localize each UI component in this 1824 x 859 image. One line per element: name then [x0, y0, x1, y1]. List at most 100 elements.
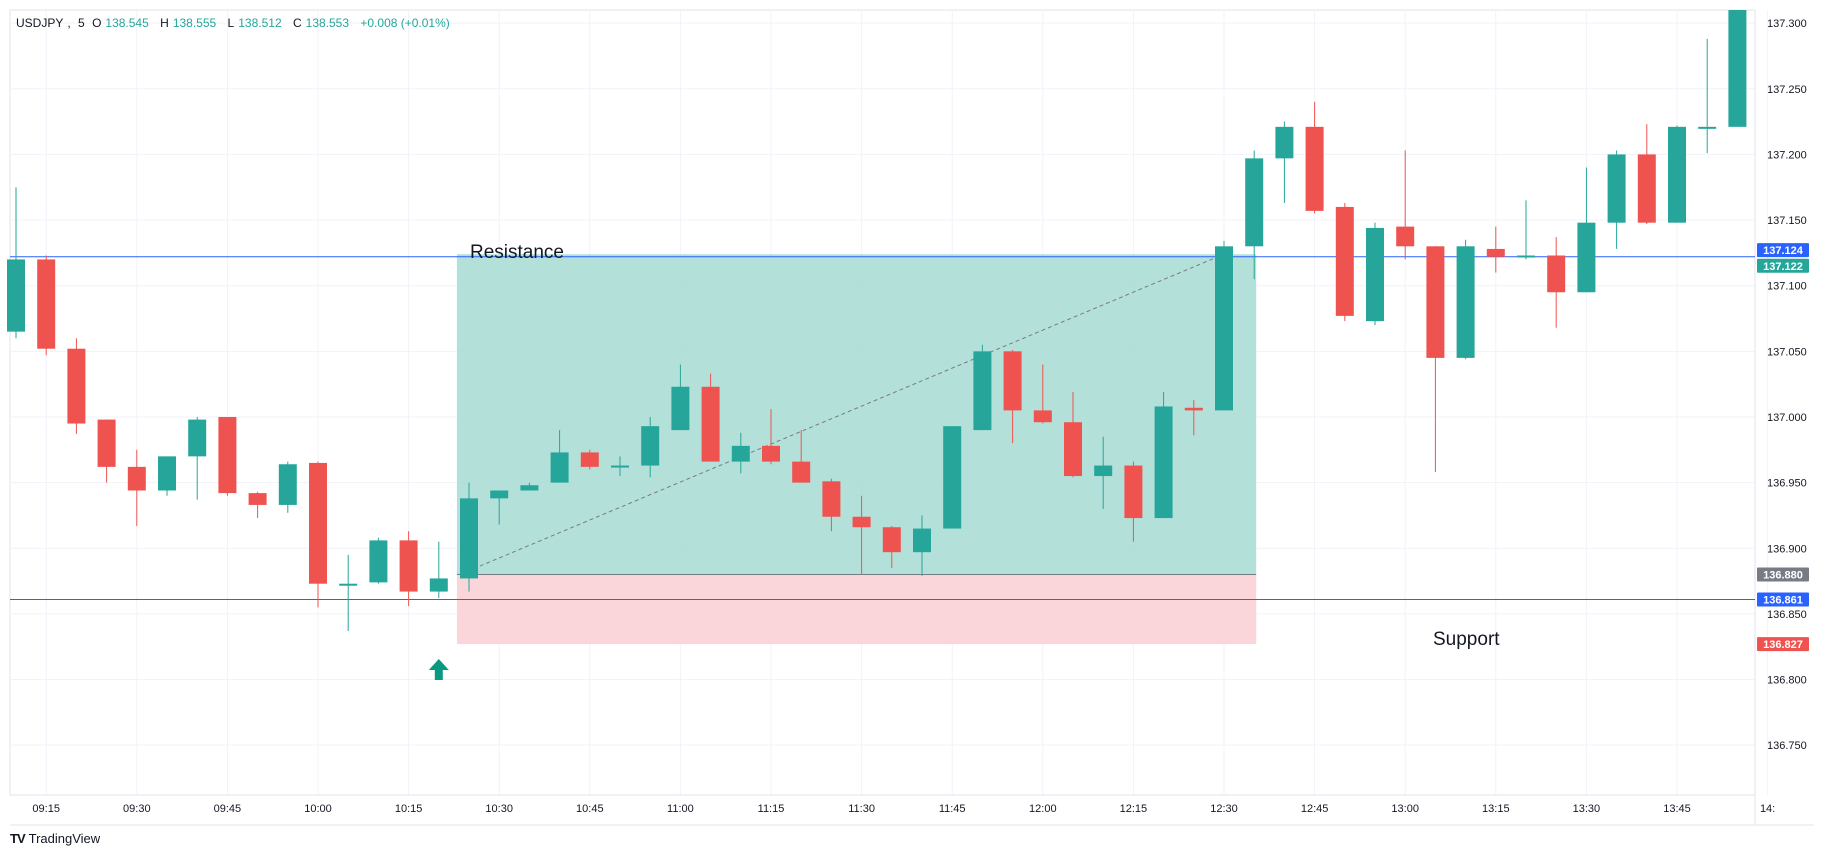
resistance-annotation[interactable]: Resistance [470, 242, 564, 263]
candle-body [1426, 246, 1445, 358]
candle-body [1517, 255, 1535, 258]
candle-body [278, 464, 297, 505]
candle-body [248, 493, 267, 505]
support-annotation[interactable]: Support [1433, 629, 1500, 650]
y-tick-label: 137.050 [1767, 346, 1807, 358]
x-tick-label: 12:15 [1120, 803, 1148, 815]
candle-body [822, 481, 841, 517]
open-value: 138.545 [105, 16, 149, 30]
position-diagonal [466, 253, 1225, 572]
x-tick-label: 10:15 [395, 803, 423, 815]
x-tick-label: 13:15 [1482, 803, 1510, 815]
ohlc-legend: USDJPY, 5 O 138.545 H 138.555 L 138.512 C 13… [16, 16, 450, 30]
x-tick-label: 12:30 [1210, 803, 1238, 815]
close-value: 138.553 [305, 16, 350, 30]
tradingview-logo-icon: TV [10, 831, 26, 846]
candle-body [1607, 154, 1626, 223]
price-label-stop [1757, 637, 1809, 652]
candle-body [701, 386, 720, 462]
candle-body [1154, 406, 1173, 519]
candle-body [882, 527, 901, 553]
candle-body [1577, 222, 1596, 293]
price-label-entry [1757, 567, 1809, 582]
candle-body [1003, 351, 1022, 411]
x-tick-label: 09:30 [123, 803, 151, 815]
y-tick-label: 137.300 [1767, 18, 1807, 30]
price-label-support [1757, 592, 1809, 607]
x-tick-label: 13:45 [1663, 803, 1691, 815]
price-label-resistance [1757, 258, 1809, 273]
candle-body [1728, 10, 1747, 127]
y-tick-label: 137.000 [1767, 412, 1807, 424]
candle-body [762, 445, 780, 462]
candle-body [1637, 154, 1656, 223]
candle-body [429, 578, 448, 592]
price-label-text: 136.827 [1763, 639, 1803, 651]
tradingview-branding[interactable]: TV TradingView [10, 831, 100, 846]
candle-body [158, 456, 176, 491]
candle-body [852, 516, 871, 528]
candle-body [218, 416, 237, 494]
up-arrow-icon [428, 659, 449, 680]
candle-body [580, 452, 599, 467]
x-tick-label: 10:00 [304, 803, 332, 815]
candle-body [1547, 255, 1566, 293]
y-tick-label: 137.250 [1767, 84, 1807, 96]
x-tick-label: 11:30 [848, 803, 875, 815]
candle-body [943, 426, 962, 529]
candle-body [399, 540, 418, 592]
candle-body [1305, 126, 1324, 211]
candle-body [1668, 126, 1686, 223]
y-tick-label: 136.900 [1767, 543, 1807, 555]
x-tick-label: 11:45 [939, 803, 966, 815]
candle-body [671, 386, 690, 431]
y-tick-label: 136.950 [1767, 478, 1807, 490]
candle-body [641, 426, 660, 466]
candle-body [731, 445, 750, 462]
y-tick-label: 136.800 [1767, 675, 1807, 687]
candle-body [1456, 246, 1475, 358]
candle-body [309, 462, 327, 584]
candle-body [550, 452, 569, 483]
candle-body [1366, 227, 1384, 322]
candle-body [369, 540, 388, 583]
x-tick-label: 12:45 [1301, 803, 1329, 815]
candle-body [1698, 126, 1717, 129]
candle-body [1486, 248, 1505, 257]
high-value: 138.555 [172, 16, 217, 30]
candle-body [1033, 410, 1052, 423]
x-tick-label: 10:30 [485, 803, 513, 815]
candle-body [1215, 246, 1233, 411]
low-value: 138.512 [238, 16, 282, 30]
change-value: +0.008 (+0.01%) [360, 16, 450, 30]
price-label-text: 137.124 [1763, 245, 1804, 257]
candle-body [1335, 206, 1354, 316]
candle-body [913, 528, 931, 553]
candle-body [127, 466, 146, 491]
candle-body [1124, 465, 1143, 519]
candle-body [792, 461, 811, 483]
x-tick-label: 11:00 [667, 803, 694, 815]
candle-body [490, 490, 509, 499]
candle-body [7, 259, 25, 332]
price-label-target [1757, 243, 1809, 258]
candle-body [188, 419, 207, 457]
candle-body [339, 583, 358, 586]
loss-zone [456, 574, 1257, 645]
x-tick-label: 12:00 [1029, 803, 1057, 815]
candle-body [1094, 465, 1113, 477]
interval-label: 5 [78, 16, 85, 30]
candle-body [973, 351, 992, 431]
y-tick-label: 137.150 [1767, 215, 1807, 227]
candle-body [460, 498, 478, 579]
y-tick-label: 137.200 [1767, 149, 1807, 161]
candle-body [611, 465, 629, 468]
y-tick-label: 136.750 [1767, 740, 1807, 752]
x-tick-label: 09:45 [214, 803, 242, 815]
x-tick-label: 09:15 [32, 803, 60, 815]
candle-body [1064, 422, 1082, 477]
candle-body [37, 259, 56, 349]
brand-name: TradingView [28, 831, 101, 846]
x-tick-label: 13:30 [1573, 803, 1601, 815]
